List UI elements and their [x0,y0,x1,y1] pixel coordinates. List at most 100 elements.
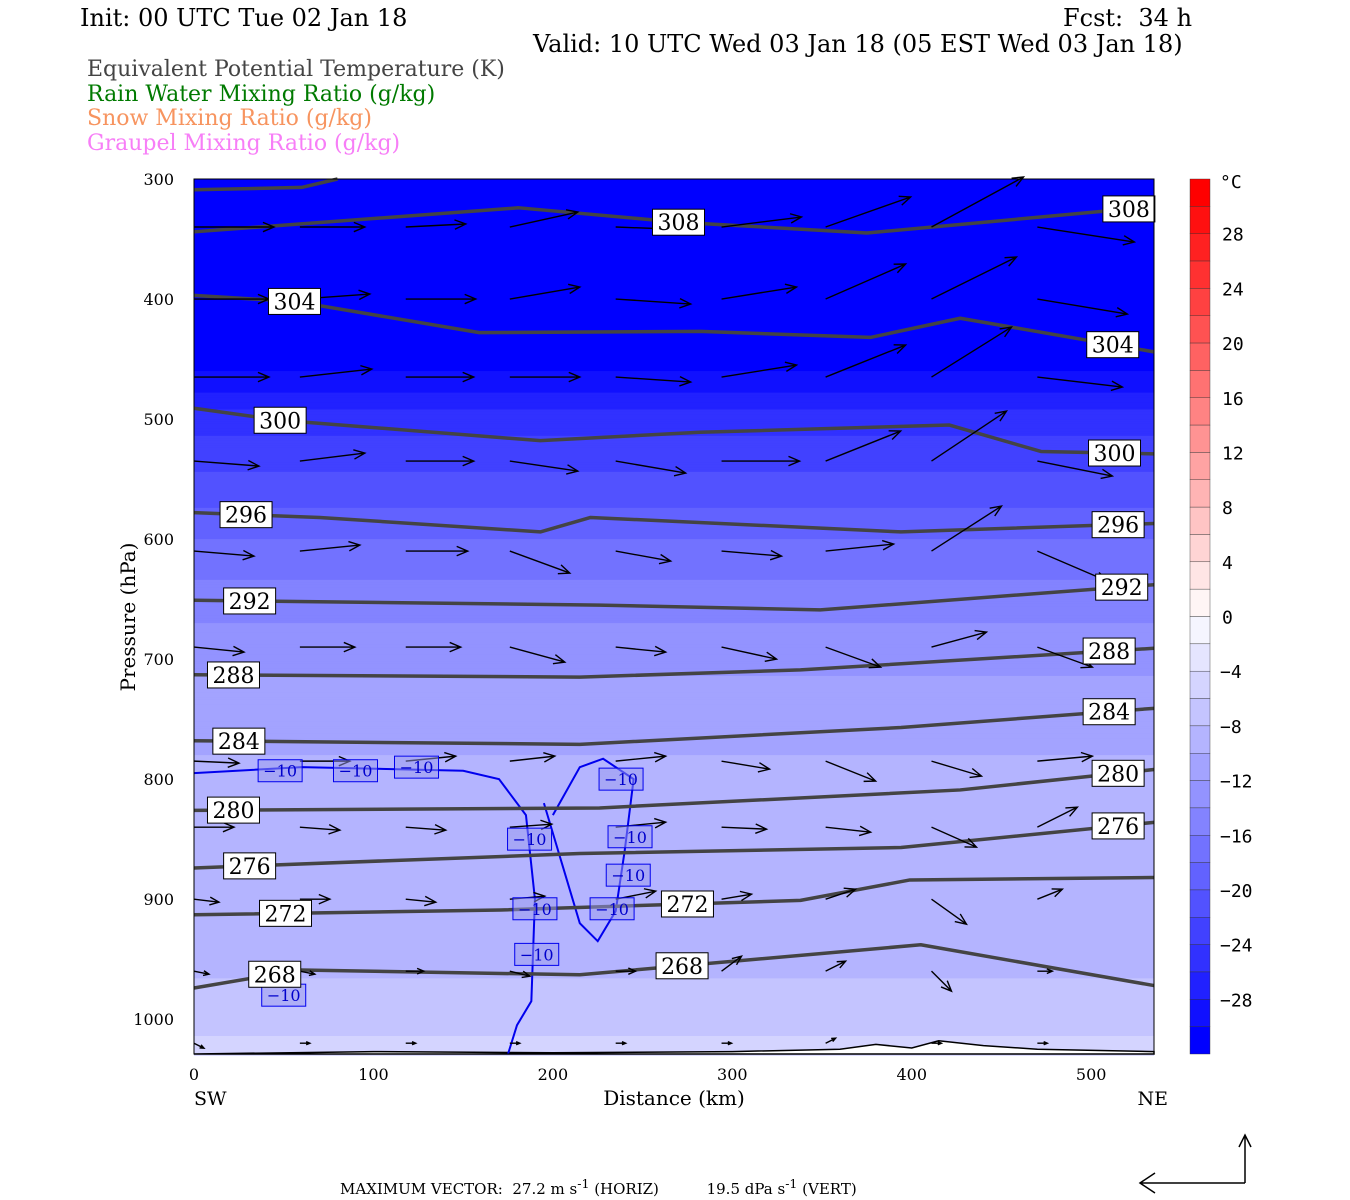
temperature-band [194,841,1154,845]
sup-1: -1 [577,1176,590,1191]
temperature-band [194,1033,1154,1037]
temperature-band [194,457,1154,461]
temperature-band [194,980,1154,984]
wind-vector [299,641,357,653]
temperature-band [194,577,1154,581]
wind-vector [299,970,317,977]
wind-vector [193,970,211,977]
temperature-band [194,495,1154,499]
temperature-band [194,543,1154,547]
temperature-band [194,591,1154,595]
temperature-band [194,587,1154,591]
y-tick-label: 500 [143,410,174,429]
temperature-band [194,695,1154,699]
temperature-band [194,663,1154,667]
temperature-band [194,555,1154,559]
colorbar-band [1189,698,1211,727]
wind-vector [509,752,557,763]
temperature-band [194,395,1154,399]
y-tick-label: 700 [143,650,174,669]
temperature-band [194,392,1154,396]
temperature-band [194,476,1154,480]
theta-e-label: 292 [1095,573,1149,601]
temperature-band [194,723,1154,727]
temperature-band [194,368,1154,372]
temperature-band [194,675,1154,679]
temperature-band [194,186,1154,190]
temperature-band [194,745,1154,749]
wind-vector [299,824,342,835]
temperature-band [194,1009,1154,1013]
temperature-band [194,1004,1154,1008]
temperature-band [194,1023,1154,1027]
colorbar-band [1189,452,1211,480]
temperature-band [194,875,1154,879]
temperature-band [194,423,1154,427]
temperature-band [194,839,1154,843]
temperature-band [194,788,1154,792]
temperature-band [194,685,1154,689]
temperature-band [194,731,1154,735]
theta-e-contour-312 [193,177,338,192]
temp-label-box [507,827,553,851]
wind-vector [405,293,478,305]
temperature-band [194,719,1154,723]
temperature-band [194,817,1154,821]
wind-vector [615,967,638,975]
wind-vector [509,1040,522,1046]
temperature-band [194,181,1154,185]
colorbar-band [1189,342,1211,371]
x-axis-title: Distance (km) [603,1086,745,1110]
temperature-band [194,529,1154,533]
temperature-band [194,275,1154,279]
temp-label-box [257,759,303,783]
wind-vector [1037,376,1125,392]
theta-e-label-box [223,852,277,880]
temperature-band [194,752,1154,756]
temperature-band [194,767,1154,771]
wind-vector [931,970,953,993]
legend-theta-e: Equivalent Potential Temperature (K) [87,57,505,82]
temp-label-box [589,897,635,921]
theta-e-label-box [1091,511,1145,539]
temperature-band [194,567,1154,571]
temp-label-text: −10 [611,866,645,885]
temperature-band [194,493,1154,497]
temperature-band [194,407,1154,411]
colorbar-band [1189,1026,1211,1055]
temperature-band [194,546,1154,550]
theta-e-label: 276 [223,852,277,880]
temperature-band [194,505,1154,509]
legend-snow: Snow Mixing Ratio (g/kg) [87,106,372,131]
temperature-band [194,200,1154,204]
temperature-band [194,793,1154,797]
theta-e-label-box [660,890,714,918]
temperature-band [194,462,1154,466]
wind-vector [194,371,271,383]
temperature-band [194,647,1154,651]
temperature-band [194,356,1154,360]
temperature-band [194,872,1154,876]
y-axis-title: Pressure (hPa) [116,543,140,692]
temperature-band [194,426,1154,430]
temperature-band [194,464,1154,468]
temperature-band [194,654,1154,658]
temperature-band [194,769,1154,773]
theta-e-label-text: 296 [1097,514,1139,539]
wind-vector [299,1040,312,1046]
temperature-band [194,771,1154,775]
max-vector-note: MAXIMUM VECTOR: 27.2 m s-1 (HORIZ) 19.5 … [340,1176,857,1198]
temperature-band [194,987,1154,991]
wind-vector [405,371,476,383]
temperature-band [194,563,1154,567]
y-tick-label: 400 [143,290,174,309]
wind-vector [405,219,468,230]
temperature-band [194,551,1154,555]
temp-label-text: −10 [613,828,647,847]
colorbar-tick-label: −20 [1220,881,1253,902]
temperature-band [194,258,1154,262]
x-tick-label: 300 [717,1065,748,1084]
temperature-band [194,1002,1154,1006]
theta-e-label: 276 [1091,812,1145,840]
temperature-band [194,810,1154,814]
